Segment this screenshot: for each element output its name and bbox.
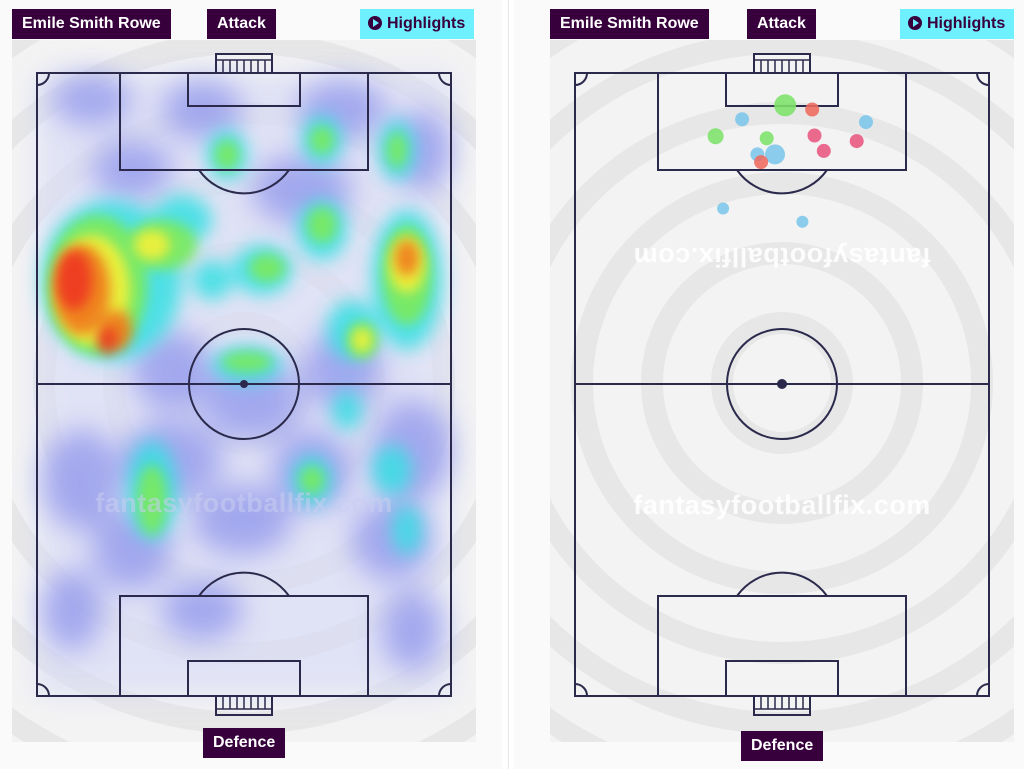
shot-marker[interactable] [735, 112, 750, 127]
shot-marker[interactable] [849, 134, 864, 149]
centre-spot [240, 380, 248, 388]
defence-label: Defence [741, 731, 824, 761]
background-rings [550, 40, 1014, 742]
shot-marker[interactable] [754, 155, 769, 170]
highlights-button[interactable]: Highlights [900, 9, 1015, 39]
shot-marker[interactable] [859, 115, 873, 130]
attack-label: Attack [747, 9, 816, 39]
centre-spot [777, 379, 787, 389]
heatmap-pitch: fantasyfootballfix.com [12, 40, 476, 742]
pitch-lines [574, 53, 990, 716]
player-name-label: Emile Smith Rowe [12, 9, 171, 39]
heatmap-panel: fantasyfootballfix.com Emile Smith Rowe … [0, 0, 502, 769]
shot-marker[interactable] [796, 215, 809, 228]
watermark-flipped: fantasyfootballfix.com [633, 242, 931, 272]
shot-marker[interactable] [759, 131, 774, 146]
attack-label: Attack [207, 9, 276, 39]
defence-label: Defence [203, 728, 286, 758]
shots-layer [707, 94, 873, 228]
shot-marker[interactable] [807, 128, 822, 143]
heatmap-svg [12, 40, 476, 742]
highlights-button[interactable]: Highlights [360, 9, 475, 39]
shot-marker[interactable] [805, 102, 820, 117]
shot-map-panel: fantasyfootballfix.com fantasyfootballfi… [514, 0, 1024, 769]
player-name-label: Emile Smith Rowe [550, 9, 709, 39]
highlights-label: Highlights [927, 15, 1006, 32]
shot-marker[interactable] [717, 202, 730, 215]
shot-marker[interactable] [816, 143, 831, 158]
shot-marker[interactable] [707, 128, 724, 145]
play-icon [368, 16, 382, 30]
watermark: fantasyfootballfix.com [633, 490, 931, 520]
highlights-label: Highlights [387, 15, 466, 32]
shot-marker[interactable] [765, 144, 785, 165]
shot-map-pitch: fantasyfootballfix.com fantasyfootballfi… [550, 40, 1014, 742]
watermark: fantasyfootballfix.com [95, 488, 393, 518]
shot-map-svg [550, 40, 1014, 742]
panel-divider [508, 0, 509, 769]
play-icon [908, 16, 922, 30]
heatmap-density [37, 73, 452, 696]
shot-marker[interactable] [774, 94, 797, 117]
